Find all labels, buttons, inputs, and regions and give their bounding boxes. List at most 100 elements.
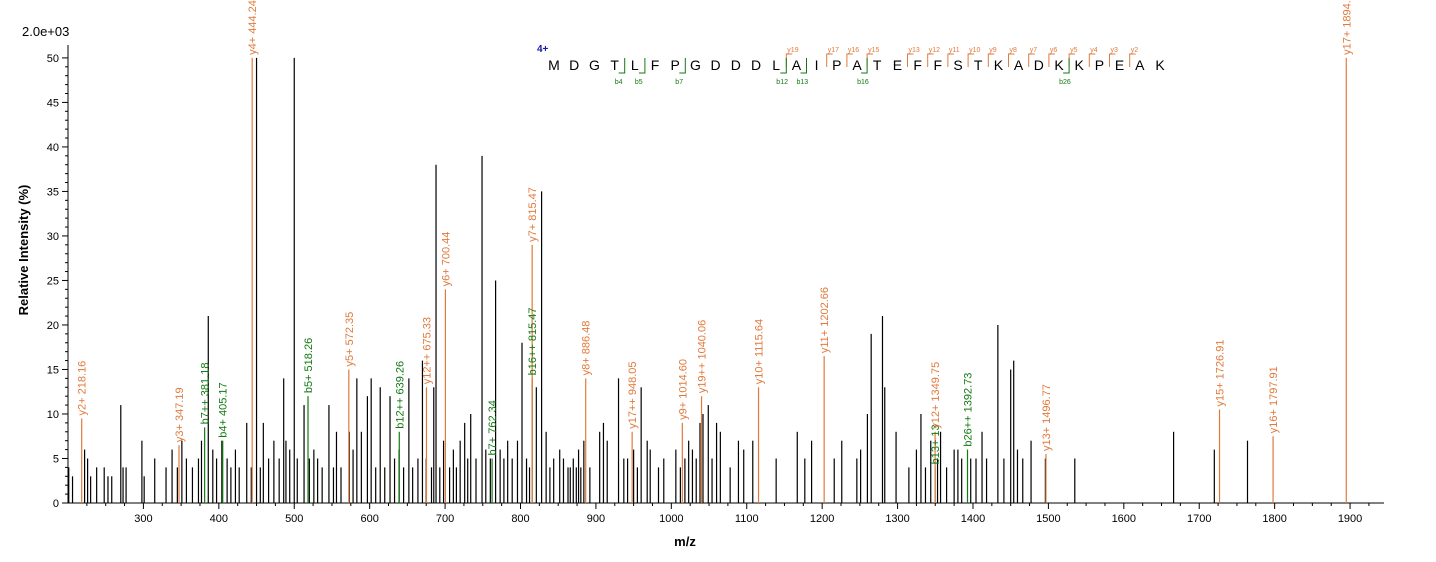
peak-label: y6+ 700.44 — [440, 232, 452, 287]
y-fragment-marker — [846, 53, 853, 67]
sequence-residue: K — [994, 57, 1004, 73]
sequence-residue: G — [589, 57, 600, 73]
x-tick-label: 1500 — [1036, 513, 1060, 525]
y-fragment-marker — [987, 53, 995, 67]
b-fragment-label: b4 — [615, 79, 623, 86]
x-tick-label: 400 — [210, 513, 228, 525]
y-fragment-marker — [947, 53, 954, 67]
peak-annotations: y2+ 218.16 y3+ 347.19 b7++ 381.18 b4+ 405.1… — [77, 0, 1354, 464]
b-fragment-marker — [638, 58, 646, 74]
x-tick-label: 1800 — [1262, 513, 1286, 525]
x-tick-label: 1400 — [961, 513, 985, 525]
sequence-residue: P — [1095, 57, 1104, 73]
y-tick-label: 30 — [47, 231, 59, 243]
sequence-residue: D — [711, 57, 721, 73]
sequence-residue: D — [1034, 57, 1044, 73]
sequence-residue: P — [671, 57, 680, 73]
sequence-residue: T — [873, 57, 882, 73]
x-tick-label: 1600 — [1112, 513, 1136, 525]
y-fragment-marker — [1008, 53, 1015, 67]
y-tick-label: 20 — [47, 320, 59, 332]
peak-label: y19++ 1040.06 — [697, 320, 709, 393]
y-tick-label: 5 — [53, 453, 59, 465]
y-fragment-label: y13 — [909, 47, 920, 54]
b-fragment-label: b12 — [776, 79, 788, 86]
y-fragment-label: y17 — [828, 47, 839, 54]
y-fragment-marker — [967, 53, 975, 67]
y-tick-label: 25 — [47, 275, 59, 287]
sequence-residue: E — [893, 57, 902, 73]
peak-label: y15+ 1726.91 — [1215, 340, 1227, 407]
peak-label: y17++ 948.05 — [627, 361, 639, 428]
peak-label: y7+ 815.47 — [527, 187, 539, 242]
peak-label: y4+ 444.24 — [247, 0, 259, 55]
peak-label: b26++ 1392.73 — [963, 373, 975, 447]
y-axis-title: Relative Intensity (%) — [16, 185, 31, 316]
peak-label: y12+ 1349.75 — [930, 362, 942, 429]
y-fragment-marker — [1109, 53, 1116, 67]
y-fragment-marker — [1129, 53, 1136, 67]
sequence-residue: K — [1075, 57, 1085, 73]
x-tick-label: 500 — [285, 513, 303, 525]
x-tick-label: 1700 — [1187, 513, 1211, 525]
y-fragment-label: y6 — [1050, 47, 1058, 54]
peak-label: y11+ 1202.66 — [819, 287, 831, 353]
sequence-residue: S — [953, 57, 962, 73]
peak-label: b5+ 518.26 — [303, 338, 315, 393]
y-fragment-label: y7 — [1030, 47, 1038, 54]
peak-label: b7++ 381.18 — [200, 363, 212, 425]
y-fragment-label: y9 — [989, 47, 997, 54]
b-fragment-label: b26 — [1059, 79, 1071, 86]
peak-label: y16+ 1797.91 — [1268, 366, 1280, 433]
peak-label: b13+ 13 — [930, 424, 942, 464]
y-fragment-marker — [1088, 53, 1096, 67]
y-fragment-label: y12 — [929, 47, 940, 54]
sequence-residue: F — [651, 57, 660, 73]
sequence-residue: F — [913, 57, 922, 73]
b-fragment-label: b13 — [797, 79, 809, 86]
peaks — [68, 57, 1347, 503]
y-tick-label: 40 — [47, 142, 59, 154]
sequence-residue: M — [548, 57, 560, 73]
sequence-residue: A — [1014, 57, 1024, 73]
b-fragment-marker — [1063, 58, 1070, 74]
b-fragment-marker — [679, 58, 686, 74]
b-fragment-label: b5 — [635, 79, 643, 86]
x-tick-label: 1000 — [659, 513, 683, 525]
scale-label: 2.0e+03 — [22, 24, 69, 39]
b-fragment-label: b7 — [675, 79, 683, 86]
y-tick-label: 50 — [47, 53, 59, 65]
y-fragment-label: y5 — [1070, 47, 1078, 54]
y-fragment-marker — [927, 53, 934, 67]
y-fragment-label: y3 — [1111, 47, 1119, 54]
y-fragment-label: y15 — [868, 47, 879, 54]
y-fragment-marker — [826, 53, 833, 67]
b-fragment-label: b16 — [857, 79, 869, 86]
sequence-residue: D — [751, 57, 761, 73]
peak-label: y10+ 1115.64 — [754, 319, 766, 384]
peak-label: y5+ 572.35 — [344, 312, 356, 367]
y-fragment-label: y10 — [969, 47, 980, 54]
y-tick-label: 0 — [53, 498, 59, 510]
y-fragment-label: y2 — [1131, 47, 1139, 54]
sequence-residue: D — [731, 57, 741, 73]
sequence-residue: A — [852, 57, 862, 73]
b-fragment-marker — [618, 58, 626, 74]
peak-label: y3+ 347.19 — [174, 387, 186, 442]
peak-label: y2+ 218.16 — [77, 361, 89, 416]
peak-label: y12++ 675.33 — [421, 317, 433, 384]
sequence-residue: A — [1135, 57, 1145, 73]
y-fragment-label: y16 — [848, 47, 859, 54]
axes: 300 400 500 600 700 800 900 1000 1100 1200 1300 140… — [47, 45, 1384, 525]
x-tick-label: 800 — [511, 513, 529, 525]
y-tick-label: 35 — [47, 186, 59, 198]
sequence-residue: A — [792, 57, 802, 73]
sequence-residue: K — [1155, 57, 1165, 73]
peak-label: b16++ 815.47 — [527, 307, 539, 375]
sequence-residue: L — [772, 57, 780, 73]
peak-label: b7+ 762.34 — [487, 400, 499, 455]
x-tick-label: 600 — [360, 513, 378, 525]
b-fragment-marker — [800, 58, 807, 74]
